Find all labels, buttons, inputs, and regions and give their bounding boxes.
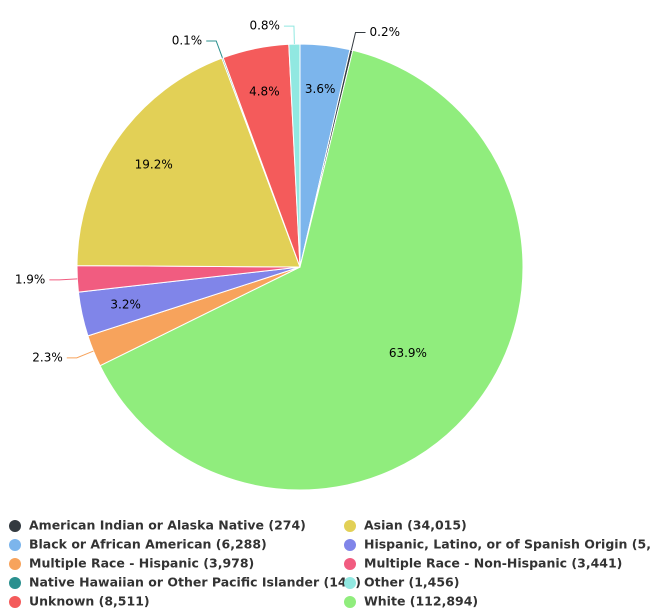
legend-marker (344, 596, 356, 608)
data-label: 0.2% (370, 25, 401, 39)
data-label: 2.3% (32, 350, 63, 364)
data-label: 0.1% (172, 34, 203, 48)
legend-marker (344, 539, 356, 551)
legend-marker (344, 558, 356, 570)
legend-label: Asian (34,015) (364, 518, 467, 533)
legend-label: Unknown (8,511) (29, 594, 150, 609)
legend-label: American Indian or Alaska Native (274) (29, 518, 306, 533)
legend-marker (344, 577, 356, 589)
legend-label: Native Hawaiian or Other Pacific Islande… (29, 575, 361, 590)
legend-label: Multiple Race - Non-Hispanic (3,441) (364, 556, 622, 571)
data-label: 19.2% (135, 157, 173, 171)
legend-marker (9, 539, 21, 551)
connector (206, 40, 223, 59)
data-label: 63.9% (389, 346, 427, 360)
legend-marker (9, 577, 21, 589)
connector (66, 350, 94, 359)
legend-label: Hispanic, Latino, or of Spanish Origin (… (364, 537, 650, 552)
legend-marker (344, 520, 356, 532)
legend-marker (9, 520, 21, 532)
data-label: 3.2% (110, 297, 141, 311)
pie-slice (288, 43, 301, 268)
legend-marker (9, 558, 21, 570)
pie-slice (76, 57, 301, 268)
legend-marker (9, 596, 21, 608)
legend-label: Multiple Race - Hispanic (3,978) (29, 556, 254, 571)
data-label: 3.6% (305, 82, 336, 96)
legend-label: Other (1,456) (364, 575, 459, 590)
data-label: 4.8% (249, 85, 280, 99)
legend-label: White (112,894) (364, 594, 478, 609)
data-label: 0.8% (249, 19, 280, 33)
connector (49, 278, 78, 281)
data-label: 1.9% (15, 272, 46, 286)
connector (283, 25, 295, 45)
pie-slice (99, 49, 524, 491)
legend-label: Black or African American (6,288) (29, 537, 267, 552)
connector (350, 31, 366, 51)
